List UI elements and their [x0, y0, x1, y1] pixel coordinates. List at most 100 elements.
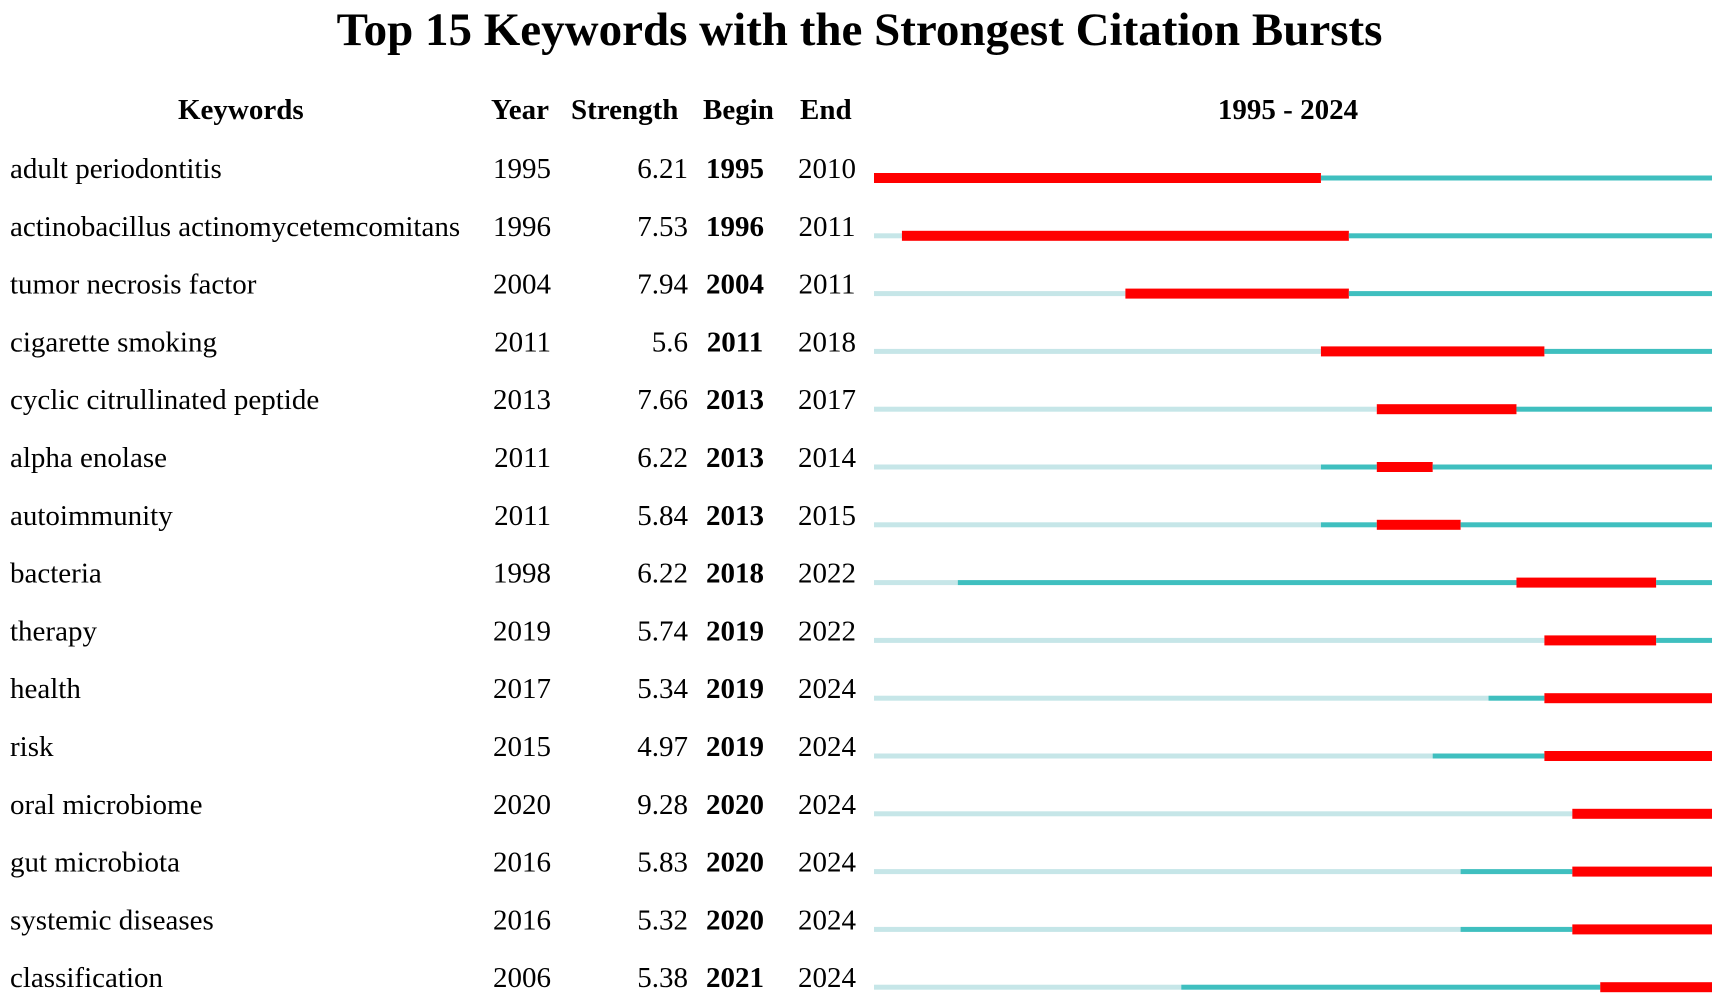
row-begin: 2021 [706, 962, 764, 994]
timeline-active-segment [1656, 637, 1712, 643]
row-year: 1998 [493, 558, 551, 590]
row-begin: 2019 [706, 731, 764, 763]
burst-bar [1600, 982, 1712, 993]
timeline-inactive-segment [874, 464, 1321, 470]
timeline-inactive-segment [874, 695, 1489, 701]
row-begin: 2013 [706, 442, 764, 474]
row-year: 2004 [493, 269, 552, 301]
row-year: 2013 [493, 384, 551, 416]
row-begin: 2011 [707, 326, 763, 358]
row-strength: 6.21 [637, 153, 688, 185]
timeline-active-segment [1320, 522, 1377, 528]
timeline-active-segment [957, 580, 1517, 586]
timeline-active-segment [1348, 291, 1712, 297]
row-year: 2019 [493, 615, 551, 647]
row-year: 2011 [494, 326, 551, 358]
row-keyword: risk [10, 731, 54, 763]
row-keyword: cyclic citrullinated peptide [10, 384, 319, 416]
row-strength: 5.32 [637, 904, 688, 936]
timeline-inactive-segment [874, 406, 1377, 412]
timeline-active-segment [1320, 464, 1377, 470]
row-end: 2024 [798, 847, 857, 879]
row-end: 2018 [798, 326, 856, 358]
row-year: 2020 [493, 789, 551, 821]
burst-bar [1125, 288, 1349, 299]
row-end: 2015 [798, 500, 856, 532]
row-strength: 5.74 [637, 615, 688, 647]
header-strength: Strength [571, 94, 679, 126]
row-begin: 2018 [706, 558, 764, 590]
row-keyword: adult periodontitis [10, 153, 222, 185]
timeline-active-segment [1516, 406, 1712, 412]
row-year: 2006 [493, 962, 551, 994]
timeline-active-segment [1432, 753, 1545, 759]
row-year: 2016 [493, 847, 551, 879]
header-timeline-range: 1995 - 2024 [1217, 94, 1359, 126]
timeline-active-segment [1432, 464, 1712, 470]
row-end: 2014 [798, 442, 857, 474]
burst-bar [1376, 462, 1433, 472]
row-end: 2022 [798, 615, 856, 647]
row-strength: 5.6 [652, 326, 688, 358]
row-end: 2024 [798, 904, 857, 936]
row-strength: 7.53 [637, 211, 688, 243]
burst-bar [1544, 635, 1657, 646]
timeline-inactive-segment [874, 291, 1126, 297]
row-end: 2024 [798, 962, 857, 994]
row-begin: 2004 [706, 269, 764, 301]
row-strength: 5.84 [637, 500, 688, 532]
burst-bar [1320, 346, 1545, 357]
timeline-inactive-segment [874, 753, 1433, 759]
header-keywords: Keywords [178, 94, 304, 126]
timeline-inactive-segment [874, 522, 1321, 528]
row-year: 2017 [493, 673, 551, 705]
row-year: 1996 [493, 211, 551, 243]
row-keyword: gut microbiota [10, 847, 180, 879]
burst-bar [1376, 519, 1461, 530]
timeline-active-segment [1544, 348, 1712, 354]
chart-title: Top 15 Keywords with the Strongest Citat… [336, 4, 1383, 56]
row-keyword: bacteria [10, 558, 102, 590]
burst-bar [1544, 693, 1712, 704]
burst-bar [1516, 577, 1657, 588]
row-end: 2017 [798, 384, 856, 416]
row-end: 2024 [798, 731, 857, 763]
row-keyword: alpha enolase [10, 442, 167, 474]
timeline-inactive-segment [874, 984, 1182, 990]
row-end: 2011 [799, 211, 856, 243]
row-strength: 7.66 [637, 384, 688, 416]
row-year: 2011 [494, 500, 551, 532]
row-keyword: therapy [10, 615, 97, 647]
row-end: 2010 [798, 153, 856, 185]
row-end: 2011 [799, 269, 856, 301]
row-year: 2011 [494, 442, 551, 474]
row-begin: 2020 [706, 904, 764, 936]
row-begin: 2013 [706, 384, 764, 416]
row-keyword: actinobacillus actinomycetemcomitans [10, 211, 460, 243]
timeline-active-segment [1488, 695, 1545, 701]
burst-bar [1572, 866, 1712, 877]
burst-bar [901, 230, 1349, 241]
row-strength: 9.28 [637, 789, 688, 821]
row-year: 2015 [493, 731, 551, 763]
row-keyword: oral microbiome [10, 789, 202, 821]
row-begin: 1996 [706, 211, 764, 243]
row-strength: 5.83 [637, 847, 688, 879]
row-keyword: autoimmunity [10, 500, 173, 532]
row-keyword: tumor necrosis factor [10, 269, 257, 301]
row-end: 2022 [798, 558, 856, 590]
row-begin: 2020 [706, 789, 764, 821]
timeline-inactive-segment [874, 926, 1461, 932]
row-begin: 2013 [706, 500, 764, 532]
header-end: End [800, 94, 852, 126]
row-keyword: systemic diseases [10, 904, 214, 936]
header-year: Year [491, 94, 549, 126]
row-strength: 7.94 [637, 269, 688, 301]
burst-bar [1376, 404, 1517, 415]
timeline-inactive-segment [874, 811, 1573, 817]
row-end: 2024 [798, 673, 857, 705]
timeline-active-segment [1460, 926, 1573, 932]
timeline-active-segment [1181, 984, 1601, 990]
burst-bar [874, 173, 1321, 183]
row-keyword: cigarette smoking [10, 326, 217, 358]
